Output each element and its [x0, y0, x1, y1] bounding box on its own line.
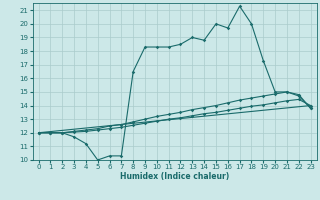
X-axis label: Humidex (Indice chaleur): Humidex (Indice chaleur) [120, 172, 229, 181]
